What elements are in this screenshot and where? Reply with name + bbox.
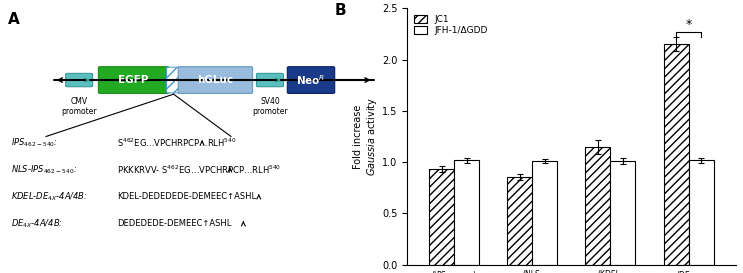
Bar (611, 161, 635, 265)
Text: B: B (335, 3, 346, 18)
Text: IPS$_{462-540}$:: IPS$_{462-540}$: (11, 137, 58, 149)
Text: KDEL-DEDEDEDE-DEMEEC↑ASHL: KDEL-DEDEDEDE-DEMEEC↑ASHL (117, 192, 256, 201)
Text: CMV
promoter: CMV promoter (62, 97, 97, 116)
FancyBboxPatch shape (98, 67, 169, 93)
Text: (NLS-
IPS$_{462-540}$): (NLS- IPS$_{462-540}$) (510, 270, 554, 273)
Bar (663, 44, 689, 265)
Text: KDEL-DE$_{4X}$-4A/4B:: KDEL-DE$_{4X}$-4A/4B: (11, 191, 88, 203)
Text: SV40
promoter: SV40 promoter (252, 97, 288, 116)
FancyBboxPatch shape (166, 67, 181, 93)
Text: *: * (686, 18, 692, 31)
FancyBboxPatch shape (178, 67, 253, 93)
Text: (IPS$_{462-540}$): (IPS$_{462-540}$) (431, 270, 477, 273)
Text: DEDEDEDE-DEMEEC↑ASHL: DEDEDEDE-DEMEEC↑ASHL (117, 219, 232, 228)
Text: Neo$^R$: Neo$^R$ (296, 73, 325, 87)
FancyBboxPatch shape (65, 73, 93, 87)
Y-axis label: Fold increase
$\it{Gaussia}$ activity: Fold increase $\it{Gaussia}$ activity (353, 97, 379, 176)
Text: hGLuc: hGLuc (198, 75, 233, 85)
Bar (454, 160, 479, 265)
Text: S$^{462}$EG…VPCHRPCP…RLH$^{540}$: S$^{462}$EG…VPCHRPCP…RLH$^{540}$ (117, 137, 237, 149)
Bar (532, 161, 557, 265)
Text: PKKKRVV- S$^{462}$EG…VPCHRPCP…RLH$^{540}$: PKKKRVV- S$^{462}$EG…VPCHRPCP…RLH$^{540}… (117, 164, 282, 176)
Bar (585, 147, 611, 265)
Text: (KDEL-
DE$_{4X}$-
4A/4B): (KDEL- DE$_{4X}$- 4A/4B) (597, 270, 623, 273)
Bar (429, 169, 454, 265)
Text: (DE$_{4X}$-
4A/4B): (DE$_{4X}$- 4A/4B) (676, 270, 701, 273)
Text: DE$_{4X}$-4A/4B:: DE$_{4X}$-4A/4B: (11, 218, 63, 230)
FancyBboxPatch shape (288, 67, 334, 93)
Bar (689, 160, 714, 265)
Text: NLS-IPS$_{462-540}$:: NLS-IPS$_{462-540}$: (11, 164, 77, 176)
Legend: JC1, JFH-1/ΔGDD: JC1, JFH-1/ΔGDD (412, 13, 490, 37)
Text: EGFP: EGFP (118, 75, 149, 85)
Text: A: A (8, 12, 20, 27)
Bar (507, 177, 532, 265)
FancyBboxPatch shape (256, 73, 283, 87)
